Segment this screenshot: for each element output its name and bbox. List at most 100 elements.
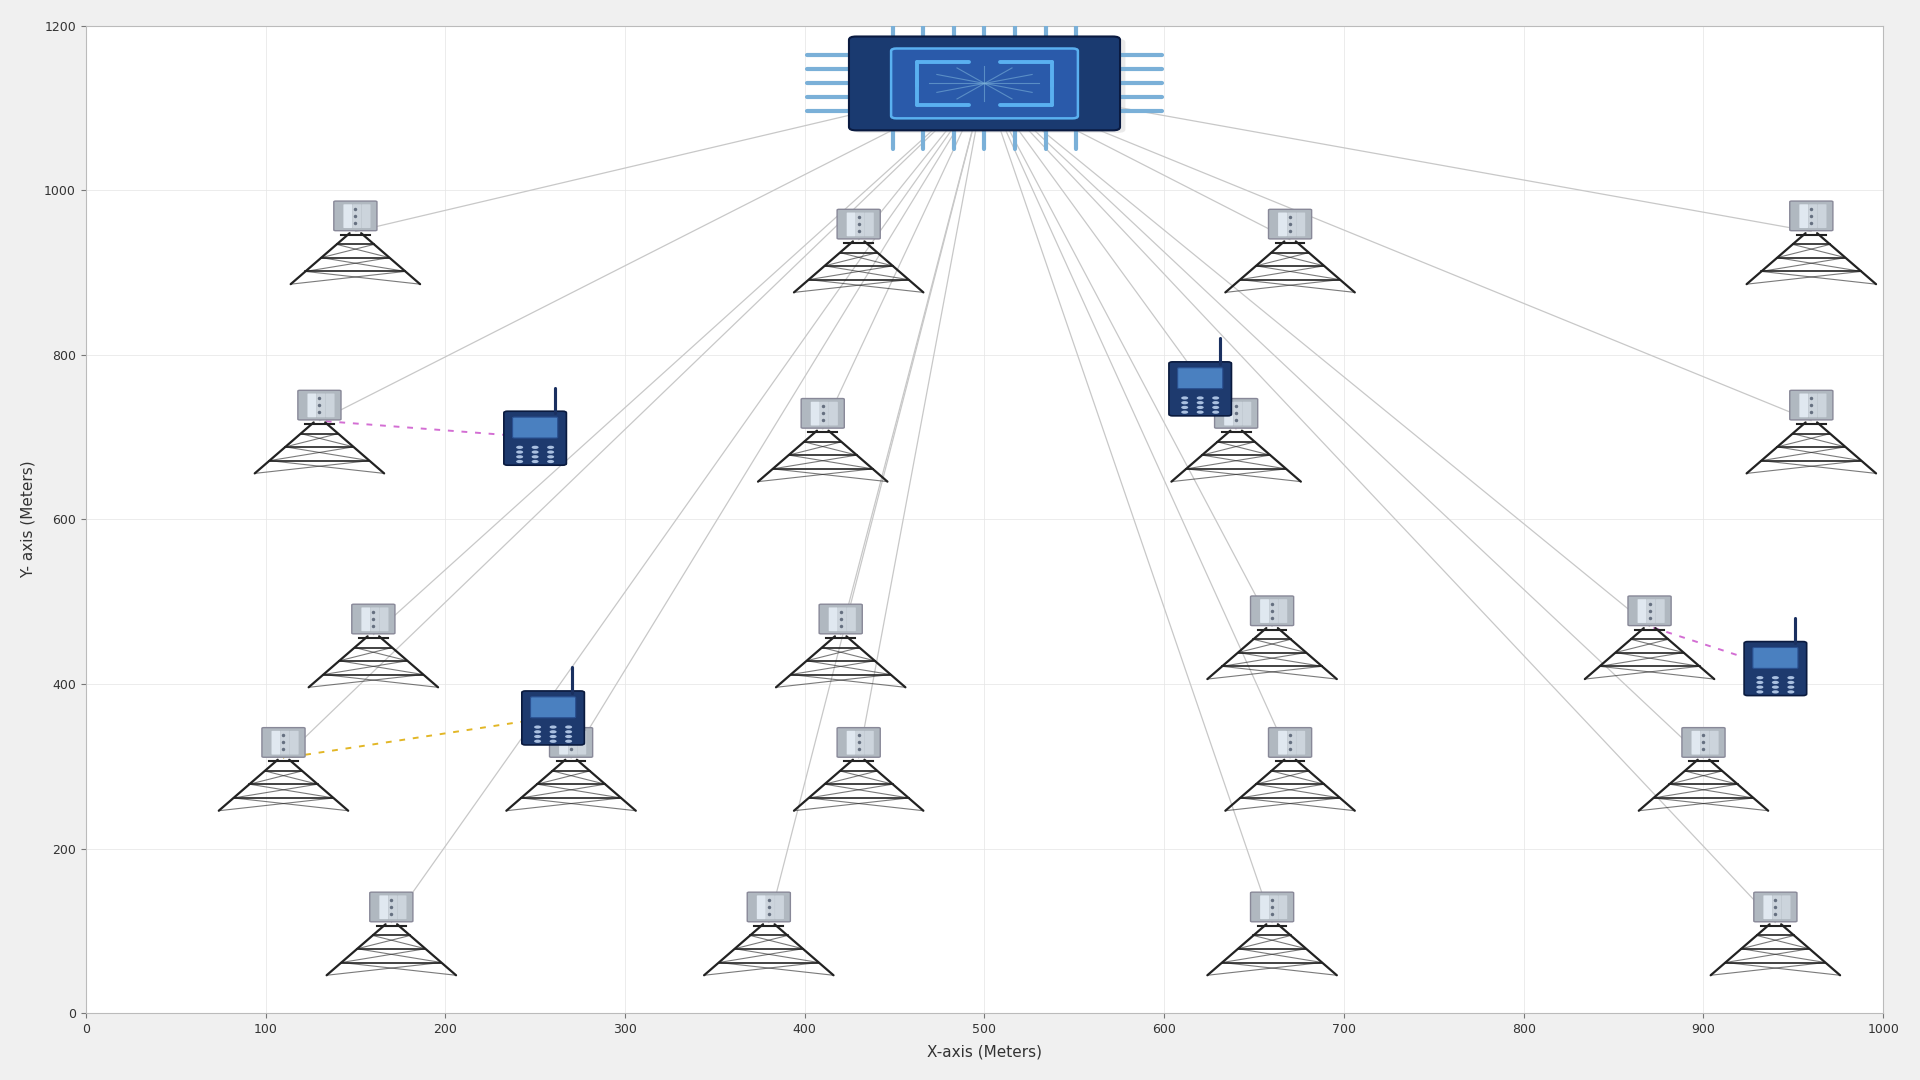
FancyBboxPatch shape [1286, 731, 1296, 755]
Circle shape [1772, 676, 1780, 679]
Circle shape [516, 450, 522, 454]
Circle shape [547, 460, 555, 463]
FancyBboxPatch shape [568, 731, 578, 755]
FancyBboxPatch shape [1818, 393, 1826, 417]
FancyBboxPatch shape [1215, 399, 1258, 428]
Circle shape [1788, 676, 1795, 679]
FancyBboxPatch shape [1753, 648, 1797, 669]
FancyBboxPatch shape [1655, 599, 1665, 623]
FancyBboxPatch shape [1250, 596, 1294, 625]
FancyBboxPatch shape [1233, 402, 1242, 426]
Circle shape [1181, 406, 1188, 409]
Circle shape [1788, 690, 1795, 693]
Circle shape [532, 460, 540, 463]
FancyBboxPatch shape [1628, 596, 1670, 625]
Circle shape [1788, 680, 1795, 684]
FancyBboxPatch shape [1169, 362, 1231, 416]
Circle shape [1757, 690, 1763, 693]
FancyBboxPatch shape [1772, 895, 1782, 919]
FancyBboxPatch shape [317, 393, 326, 417]
FancyBboxPatch shape [353, 204, 361, 228]
FancyBboxPatch shape [837, 210, 879, 239]
FancyBboxPatch shape [371, 892, 413, 922]
FancyBboxPatch shape [1260, 895, 1269, 919]
FancyBboxPatch shape [361, 607, 371, 631]
FancyBboxPatch shape [334, 201, 376, 231]
FancyBboxPatch shape [1799, 204, 1809, 228]
FancyBboxPatch shape [1782, 895, 1791, 919]
Circle shape [1181, 396, 1188, 400]
FancyBboxPatch shape [847, 213, 856, 237]
FancyBboxPatch shape [361, 204, 371, 228]
FancyBboxPatch shape [829, 402, 837, 426]
FancyBboxPatch shape [856, 731, 864, 755]
FancyBboxPatch shape [847, 731, 856, 755]
FancyBboxPatch shape [1269, 895, 1279, 919]
Circle shape [549, 730, 557, 733]
X-axis label: X-axis (Meters): X-axis (Meters) [927, 1044, 1043, 1059]
Circle shape [1196, 410, 1204, 414]
Circle shape [1212, 410, 1219, 414]
FancyBboxPatch shape [776, 895, 783, 919]
Circle shape [547, 450, 555, 454]
Circle shape [534, 740, 541, 743]
FancyBboxPatch shape [1269, 728, 1311, 757]
FancyBboxPatch shape [307, 393, 317, 417]
FancyBboxPatch shape [1260, 599, 1269, 623]
Circle shape [1196, 396, 1204, 400]
FancyBboxPatch shape [1763, 895, 1772, 919]
FancyBboxPatch shape [864, 731, 874, 755]
FancyBboxPatch shape [371, 607, 380, 631]
Circle shape [516, 446, 522, 449]
Circle shape [1196, 401, 1204, 404]
Circle shape [534, 730, 541, 733]
FancyBboxPatch shape [1279, 731, 1286, 755]
Circle shape [1757, 680, 1763, 684]
FancyBboxPatch shape [847, 607, 856, 631]
FancyBboxPatch shape [578, 731, 586, 755]
Circle shape [1212, 401, 1219, 404]
Circle shape [1212, 396, 1219, 400]
FancyBboxPatch shape [1799, 393, 1809, 417]
FancyBboxPatch shape [388, 895, 397, 919]
Circle shape [1212, 406, 1219, 409]
FancyBboxPatch shape [513, 417, 557, 438]
Circle shape [532, 446, 540, 449]
Circle shape [1788, 686, 1795, 689]
Circle shape [1772, 686, 1780, 689]
Y-axis label: Y- axis (Meters): Y- axis (Meters) [21, 461, 36, 578]
Circle shape [516, 460, 522, 463]
FancyBboxPatch shape [326, 393, 334, 417]
Circle shape [1196, 406, 1204, 409]
FancyBboxPatch shape [766, 895, 776, 919]
Circle shape [1757, 676, 1763, 679]
FancyBboxPatch shape [1279, 599, 1286, 623]
FancyBboxPatch shape [1242, 402, 1252, 426]
Circle shape [1772, 690, 1780, 693]
FancyBboxPatch shape [380, 607, 388, 631]
Circle shape [564, 734, 572, 738]
FancyBboxPatch shape [1809, 204, 1818, 228]
FancyBboxPatch shape [280, 731, 290, 755]
FancyBboxPatch shape [1286, 213, 1296, 237]
Circle shape [516, 455, 522, 458]
FancyBboxPatch shape [344, 204, 353, 228]
FancyBboxPatch shape [1296, 731, 1306, 755]
Circle shape [547, 455, 555, 458]
FancyBboxPatch shape [351, 604, 396, 634]
FancyBboxPatch shape [1743, 642, 1807, 696]
FancyBboxPatch shape [801, 399, 845, 428]
Circle shape [534, 726, 541, 729]
FancyBboxPatch shape [1789, 390, 1834, 420]
FancyBboxPatch shape [1296, 213, 1306, 237]
Circle shape [534, 734, 541, 738]
FancyBboxPatch shape [1269, 210, 1311, 239]
FancyBboxPatch shape [837, 728, 879, 757]
Circle shape [547, 446, 555, 449]
FancyBboxPatch shape [747, 892, 791, 922]
Circle shape [549, 740, 557, 743]
FancyBboxPatch shape [522, 691, 584, 745]
FancyBboxPatch shape [820, 604, 862, 634]
FancyBboxPatch shape [1818, 204, 1826, 228]
FancyBboxPatch shape [1269, 599, 1279, 623]
